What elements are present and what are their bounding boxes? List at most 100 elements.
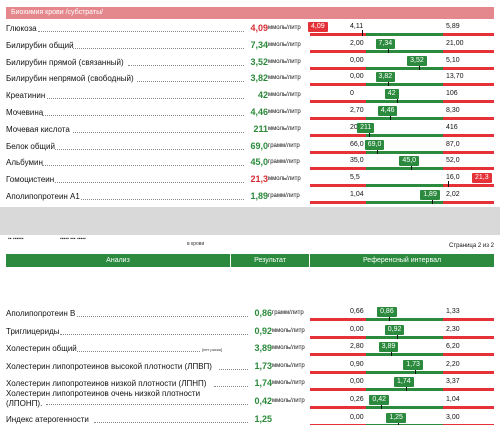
analyte-name: Триглицериды — [6, 326, 60, 336]
result-row: Холестерин липопротеинов высокой плотнос… — [6, 359, 494, 375]
below-range-bar — [310, 33, 366, 36]
range-low: 2,00 — [350, 39, 364, 47]
normal-range-bar — [366, 201, 443, 204]
range-high: 1,04 — [446, 396, 460, 403]
result-value: 211 — [253, 123, 268, 134]
result-unit: ммоль/литр — [268, 41, 301, 48]
value-marker — [432, 198, 434, 204]
analyte-name: Холестерин липопротеинов низкой плотност… — [6, 379, 207, 389]
value-badge: 3,52 — [407, 55, 427, 66]
result-unit: ммоль/литр — [268, 92, 301, 99]
value-marker — [415, 367, 417, 374]
normal-range-bar — [366, 184, 443, 188]
result-row: Билирубин общий 7,34 ммоль/литр 2,00 21,00 7,… — [6, 38, 494, 54]
above-range-bar — [443, 83, 494, 87]
page-number: Страница 2 из 2 — [449, 243, 494, 249]
dot-leader — [72, 131, 244, 133]
result-row: Гомоцистеин 21,3 ммоль/литр 5,5 16,0 21,3 — [6, 173, 494, 188]
below-range-bar — [310, 318, 366, 321]
result-unit: ммоль/литр — [272, 398, 305, 404]
result-row: Холестерин липопротеинов низкой плотност… — [6, 377, 494, 392]
result-value: 1,89 — [250, 191, 268, 201]
value-marker — [387, 46, 389, 53]
normal-range-bar — [366, 150, 443, 154]
result-unit: грамм/литр — [268, 193, 300, 199]
above-range-bar — [443, 201, 494, 204]
below-range-bar — [310, 150, 366, 154]
result-row: Триглицериды 0,92 ммоль/литр 0,00 2,30 0,92 — [6, 324, 494, 340]
reference-scale: 1,04 2,02 1,89 — [310, 190, 494, 205]
range-low: 0,00 — [350, 73, 364, 81]
above-range-bar — [443, 100, 494, 104]
value-badge: 4,09 — [308, 22, 328, 32]
result-unit: грамм/литр — [268, 159, 300, 166]
value-marker — [419, 63, 421, 70]
range-low: 2,70 — [350, 107, 364, 114]
above-range-bar — [443, 167, 494, 171]
result-row: Аполипопротеин В 0,86 грамм/литр 0,66 1,33 0,… — [6, 307, 494, 322]
range-high: 3,37 — [446, 378, 460, 386]
result-row: Аполипопротеин А1 1,89 грамм/литр 1,04 2,02 1… — [6, 190, 494, 205]
range-low: 202 — [350, 123, 362, 131]
range-low: 2,80 — [350, 343, 364, 351]
reference-scale: 2,70 8,30 4,46 — [310, 106, 494, 121]
range-high: 5,89 — [446, 23, 460, 30]
header-marks-2: ▪▪▪▪▪ ▪▪▪ ▪▪▪▪▪ — [60, 236, 86, 242]
analyte-name: Холестерин липопротеинов высокой плотнос… — [6, 361, 212, 371]
dot-leader — [46, 98, 244, 100]
reference-scale: 66,0 87,0 69,0 — [310, 139, 494, 155]
value-badge: 3,82 — [375, 72, 396, 83]
range-low: 66,0 — [350, 140, 364, 148]
above-range-bar — [443, 423, 494, 425]
dot-leader — [81, 199, 244, 200]
value-badge: 21,3 — [472, 173, 492, 184]
above-range-bar — [443, 117, 494, 120]
result-unit: ммоль/литр — [272, 362, 305, 369]
normal-range-bar — [366, 49, 443, 53]
above-range-bar — [443, 150, 494, 154]
analyte-name: Гомоцистеин — [6, 175, 55, 185]
value-marker — [447, 181, 449, 188]
column-reference: Референсный интервал — [310, 254, 494, 267]
dot-leader — [72, 47, 244, 49]
header-fragment: в крови — [187, 241, 205, 247]
below-range-bar — [310, 66, 366, 70]
dot-leader — [128, 64, 244, 66]
value-marker — [381, 403, 383, 409]
range-high: 2,20 — [446, 360, 460, 368]
result-value: 69,0 — [250, 140, 268, 151]
above-range-bar — [443, 184, 494, 188]
range-low: 0,00 — [350, 56, 364, 64]
analyte-name: Билирубин прямой (связанный) — [6, 57, 124, 67]
below-range-bar — [310, 388, 366, 392]
normal-range-bar — [366, 133, 443, 137]
result-unit: ммоль/литр — [268, 125, 301, 132]
analyte-name: Креатинин — [6, 91, 46, 101]
value-marker — [362, 30, 364, 36]
value-badge: 1,73 — [403, 359, 423, 370]
below-range-bar — [310, 100, 366, 104]
reference-scale: 0,26 1,04 0,42 — [310, 395, 494, 410]
analyte-name: Аполипопротеин А1 — [6, 192, 80, 201]
above-range-bar — [443, 33, 494, 36]
page-separator — [0, 207, 500, 235]
dot-leader — [137, 81, 244, 83]
normal-range-bar — [366, 117, 443, 120]
normal-range-bar — [366, 318, 443, 321]
result-unit: грамм/литр — [268, 142, 300, 149]
analyte-name: Мочевина — [6, 108, 44, 117]
result-value: 0,42 — [254, 396, 272, 406]
result-value: 1,25 — [254, 413, 272, 424]
range-low: 0,00 — [350, 378, 364, 386]
result-row: Креатинин 42 ммоль/литр 0 106 42 — [6, 89, 494, 104]
reference-scale: 35,0 52,0 45,0 — [310, 156, 494, 171]
reference-scale: 0 106 42 — [310, 89, 494, 104]
range-high: 1,33 — [446, 308, 460, 315]
below-range-bar — [310, 353, 366, 357]
result-unit: ммоль/литр — [268, 25, 301, 31]
report-page-2: ▪▪ ▪▪▪▪▪▪ ▪▪▪▪▪ ▪▪▪ ▪▪▪▪▪ в крови Страни… — [0, 235, 500, 425]
range-low: 0,00 — [350, 325, 364, 333]
report-page-1: Биохимия крови /субстраты/ Глюкоза 4,09 мм… — [0, 0, 500, 207]
value-badge: 0,86 — [377, 307, 397, 317]
below-range-bar — [310, 184, 366, 188]
